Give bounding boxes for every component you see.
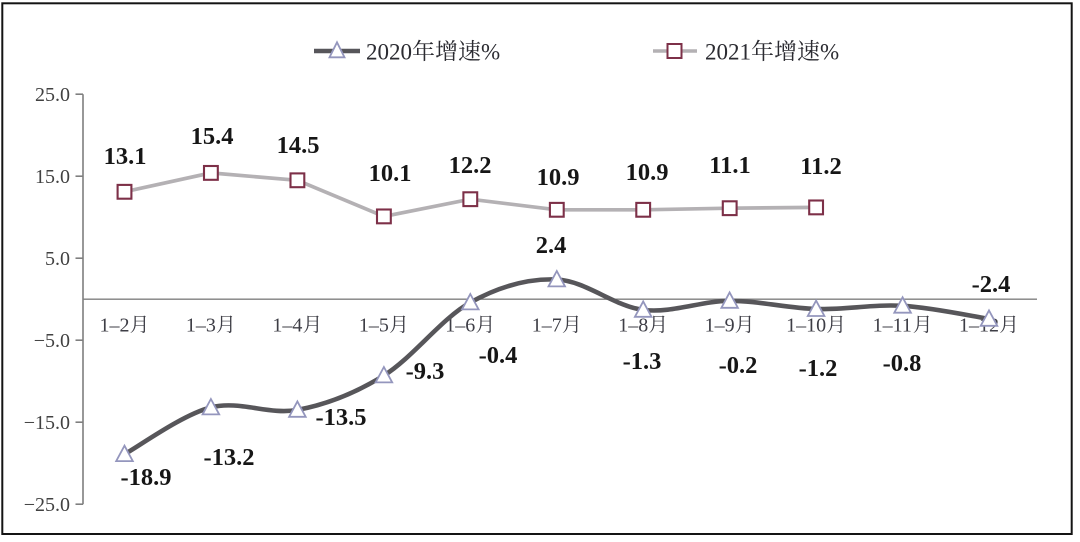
svg-text:10.1: 10.1 — [369, 160, 412, 187]
svg-text:-2.4: -2.4 — [972, 271, 1011, 298]
svg-text:1–3: 1–3 — [186, 315, 216, 337]
svg-text:-0.2: -0.2 — [719, 352, 758, 379]
svg-text:-1.3: -1.3 — [623, 348, 662, 375]
svg-text:15.0: 15.0 — [35, 166, 70, 188]
svg-text:-0.8: -0.8 — [883, 350, 922, 377]
svg-text:-13.2: -13.2 — [203, 444, 254, 471]
svg-text:-9.3: -9.3 — [406, 358, 445, 385]
svg-text:11.2: 11.2 — [800, 153, 842, 180]
svg-text:2021: 2021 — [705, 39, 751, 64]
svg-text:1–8: 1–8 — [618, 315, 648, 337]
svg-text:1–7: 1–7 — [532, 315, 562, 337]
svg-text:1–11: 1–11 — [873, 315, 912, 337]
svg-text:−15.0: −15.0 — [24, 412, 70, 434]
svg-text:1–10: 1–10 — [786, 315, 826, 337]
svg-text:25.0: 25.0 — [35, 84, 70, 106]
svg-text:14.5: 14.5 — [277, 132, 320, 159]
svg-text:%: % — [481, 39, 500, 64]
svg-text:10.9: 10.9 — [626, 159, 669, 186]
svg-text:%: % — [820, 39, 839, 64]
svg-text:5.0: 5.0 — [45, 248, 70, 270]
svg-text:1–9: 1–9 — [705, 315, 735, 337]
svg-text:1–2: 1–2 — [100, 315, 130, 337]
svg-text:−5.0: −5.0 — [34, 330, 70, 352]
svg-text:12.2: 12.2 — [449, 152, 492, 179]
svg-text:−25.0: −25.0 — [24, 494, 70, 516]
svg-text:2.4: 2.4 — [536, 232, 567, 259]
svg-text:-1.2: -1.2 — [799, 355, 838, 382]
svg-text:15.4: 15.4 — [191, 123, 234, 150]
svg-text:1–4: 1–4 — [272, 315, 302, 337]
svg-text:-18.9: -18.9 — [120, 464, 171, 491]
svg-text:-0.4: -0.4 — [479, 342, 518, 369]
svg-text:-13.5: -13.5 — [315, 404, 366, 431]
svg-text:2020: 2020 — [366, 39, 412, 64]
svg-text:11.1: 11.1 — [709, 152, 751, 179]
svg-text:1–5: 1–5 — [359, 315, 389, 337]
svg-text:13.1: 13.1 — [104, 143, 147, 170]
svg-text:1–6: 1–6 — [445, 315, 475, 337]
svg-text:10.9: 10.9 — [537, 164, 580, 191]
